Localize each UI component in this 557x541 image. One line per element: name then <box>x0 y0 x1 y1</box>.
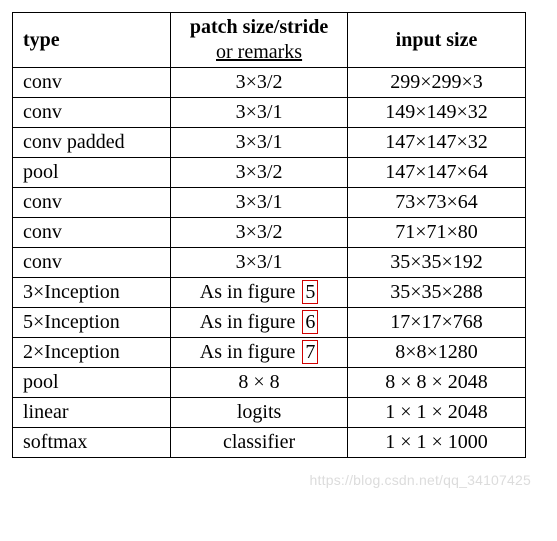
cell-input-size: 35×35×192 <box>348 248 526 278</box>
cell-type: conv <box>13 248 171 278</box>
cell-type: conv <box>13 98 171 128</box>
cell-input-size: 147×147×64 <box>348 158 526 188</box>
cell-input-size: 147×147×32 <box>348 128 526 158</box>
cell-remark: 3×3/2 <box>171 158 348 188</box>
architecture-table: type patch size/stride or remarks input … <box>12 12 526 458</box>
figure-ref-link[interactable]: 6 <box>302 310 318 334</box>
cell-type: conv <box>13 188 171 218</box>
table-row: pool 3×3/2 147×147×64 <box>13 158 526 188</box>
cell-input-size: 1 × 1 × 2048 <box>348 398 526 428</box>
cell-remark: 3×3/1 <box>171 188 348 218</box>
cell-input-size: 17×17×768 <box>348 308 526 338</box>
cell-remark: As in figure 6 <box>171 308 348 338</box>
table-row: 3×InceptionAs in figure 535×35×288 <box>13 278 526 308</box>
cell-remark-text: As in figure <box>200 281 296 303</box>
table-row: conv 3×3/1 35×35×192 <box>13 248 526 278</box>
table-header-row: type patch size/stride or remarks input … <box>13 13 526 68</box>
cell-remark: As in figure 7 <box>171 338 348 368</box>
cell-remark-text: 3×3/1 <box>236 251 283 273</box>
table-row: softmax classifier 1 × 1 × 1000 <box>13 428 526 458</box>
watermark-text: https://blog.csdn.net/qq_34107425 <box>12 466 545 488</box>
cell-type: softmax <box>13 428 171 458</box>
cell-remark: 3×3/2 <box>171 218 348 248</box>
cell-input-size: 8 × 8 × 2048 <box>348 368 526 398</box>
cell-remark-text: classifier <box>223 431 295 453</box>
table-row: conv 3×3/1 149×149×32 <box>13 98 526 128</box>
cell-remark-text: 3×3/2 <box>236 71 283 93</box>
cell-input-size: 1 × 1 × 1000 <box>348 428 526 458</box>
cell-remark: logits <box>171 398 348 428</box>
cell-remark: 8 × 8 <box>171 368 348 398</box>
cell-input-size: 35×35×288 <box>348 278 526 308</box>
col-header-input: input size <box>348 13 526 68</box>
cell-remark: 3×3/1 <box>171 248 348 278</box>
col-header-remarks-sub: or remarks <box>177 40 341 65</box>
col-header-type: type <box>13 13 171 68</box>
table-row: conv 3×3/2 71×71×80 <box>13 218 526 248</box>
cell-remark-text: 3×3/1 <box>236 191 283 213</box>
figure-ref-link[interactable]: 5 <box>302 280 318 304</box>
cell-remark-text: 3×3/1 <box>236 131 283 153</box>
cell-remark-text: As in figure <box>200 341 296 363</box>
table-row: conv 3×3/1 73×73×64 <box>13 188 526 218</box>
cell-remark: 3×3/1 <box>171 98 348 128</box>
cell-type: conv <box>13 218 171 248</box>
col-header-remarks-main: patch size/stride <box>190 16 328 38</box>
cell-remark-text: 3×3/1 <box>236 101 283 123</box>
cell-remark: 3×3/2 <box>171 68 348 98</box>
table-row: conv 3×3/2 299×299×3 <box>13 68 526 98</box>
cell-remark: classifier <box>171 428 348 458</box>
cell-remark-text: logits <box>237 401 281 423</box>
cell-type: 2×Inception <box>13 338 171 368</box>
table-row: conv padded 3×3/1 147×147×32 <box>13 128 526 158</box>
figure-ref-link[interactable]: 7 <box>302 340 318 364</box>
table-row: 2×InceptionAs in figure 78×8×1280 <box>13 338 526 368</box>
cell-type: conv padded <box>13 128 171 158</box>
cell-input-size: 149×149×32 <box>348 98 526 128</box>
col-header-remarks: patch size/stride or remarks <box>171 13 348 68</box>
cell-type: conv <box>13 68 171 98</box>
cell-type: 3×Inception <box>13 278 171 308</box>
cell-type: pool <box>13 368 171 398</box>
cell-type: pool <box>13 158 171 188</box>
cell-input-size: 299×299×3 <box>348 68 526 98</box>
cell-remark-text: 3×3/2 <box>236 221 283 243</box>
cell-input-size: 73×73×64 <box>348 188 526 218</box>
cell-remark-text: As in figure <box>200 311 296 333</box>
table-row: linear logits 1 × 1 × 2048 <box>13 398 526 428</box>
cell-type: 5×Inception <box>13 308 171 338</box>
cell-input-size: 8×8×1280 <box>348 338 526 368</box>
cell-remark: 3×3/1 <box>171 128 348 158</box>
cell-remark: As in figure 5 <box>171 278 348 308</box>
table-row: pool 8 × 8 8 × 8 × 2048 <box>13 368 526 398</box>
cell-remark-text: 8 × 8 <box>238 371 279 393</box>
cell-input-size: 71×71×80 <box>348 218 526 248</box>
cell-type: linear <box>13 398 171 428</box>
cell-remark-text: 3×3/2 <box>236 161 283 183</box>
table-row: 5×InceptionAs in figure 617×17×768 <box>13 308 526 338</box>
